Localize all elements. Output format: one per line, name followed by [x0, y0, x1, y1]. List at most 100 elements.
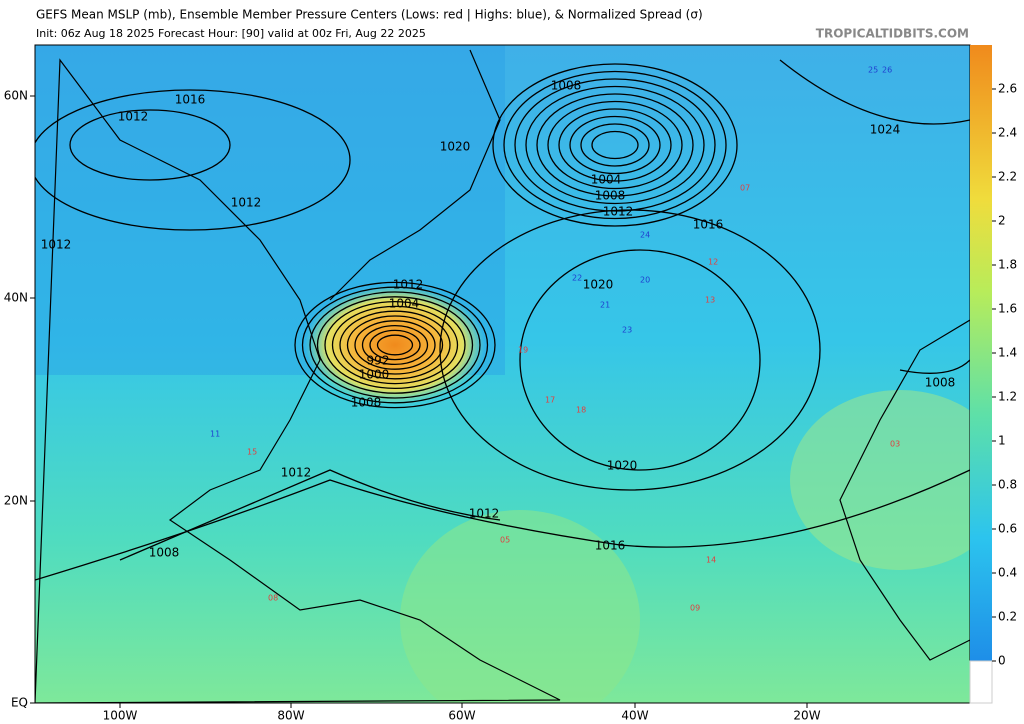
isobar-label: 1016 [693, 218, 724, 232]
isobar-label: 1020 [607, 459, 638, 473]
member-center: 08 [268, 594, 278, 603]
isobar [354, 320, 436, 370]
lon-label: 60W [448, 709, 475, 723]
colorbar [970, 45, 992, 661]
isobar-label: 1004 [591, 173, 622, 187]
isobar-label: 1020 [583, 278, 614, 292]
site-credit: TROPICALTIDBITS.COM [816, 27, 969, 41]
colorbar-tick-label: 1.2 [998, 390, 1017, 404]
isobar [503, 70, 727, 220]
spread-field [790, 390, 970, 570]
member-center: 13 [705, 296, 715, 305]
isobar [309, 291, 481, 399]
colorbar-tick-label: 2.4 [998, 126, 1017, 140]
spread-field [400, 510, 640, 703]
isobar [580, 123, 650, 167]
isobar-label: 1012 [281, 466, 312, 480]
colorbar-tick-label: 1.4 [998, 346, 1017, 360]
colorbar-tick-label: 0.8 [998, 478, 1017, 492]
isobar [519, 249, 761, 471]
isobar-label: 1012 [603, 205, 634, 219]
isobar-label: 1016 [595, 539, 626, 553]
colorbar-tick-label: 1.6 [998, 302, 1017, 316]
isobar-label: 1024 [870, 123, 901, 137]
isobar [591, 130, 639, 160]
colorbar-tick-label: 1.8 [998, 258, 1017, 272]
member-center: 12 [708, 258, 718, 267]
isobar-label: 1008 [925, 376, 956, 390]
isobar [316, 296, 474, 394]
member-center: 07 [740, 184, 750, 193]
spread-maximum [305, 285, 485, 405]
member-center: 18 [576, 406, 586, 415]
isobar-label: 1012 [393, 278, 424, 292]
isobar [569, 115, 661, 175]
colorbar-tick-label: 0.4 [998, 566, 1017, 580]
isobar [294, 281, 496, 409]
colorbar-tick-label: 1 [998, 434, 1006, 448]
member-center: 26 [882, 66, 892, 75]
isobar [779, 59, 970, 125]
colorbar-tick-label: 0.2 [998, 610, 1017, 624]
isobar [35, 89, 351, 231]
member-center: 20 [640, 276, 650, 285]
isobar-label: 1012 [469, 507, 500, 521]
isobar [324, 300, 466, 390]
isobar [69, 109, 231, 181]
isobar [558, 108, 672, 182]
colorbar-tick-label: 2.6 [998, 82, 1017, 96]
member-center: 11 [210, 430, 220, 439]
isobar [301, 286, 489, 404]
isobar-label: 1008 [351, 396, 382, 410]
colorbar-tick-label: 2.2 [998, 170, 1017, 184]
isobar-label: 992 [367, 354, 390, 368]
colorbar-tick-label: 0 [998, 654, 1006, 668]
lat-label: 40N [4, 291, 28, 305]
member-center: 15 [247, 448, 257, 457]
isobar [119, 469, 501, 561]
isobar-label: 1008 [149, 546, 180, 560]
lon-label: 40W [621, 709, 648, 723]
member-center: 14 [706, 556, 716, 565]
isobar-label: 1012 [231, 196, 262, 210]
isobar-label: 1020 [440, 140, 471, 154]
lon-label: 20W [793, 709, 820, 723]
map-title: GEFS Mean MSLP (mb), Ensemble Member Pre… [36, 8, 703, 22]
isobar [369, 329, 421, 361]
isobar [492, 63, 738, 227]
lon-label: 100W [103, 709, 138, 723]
member-center: 21 [600, 301, 610, 310]
isobar-label: 1016 [175, 93, 206, 107]
isobar [339, 310, 451, 380]
map-subtitle: Init: 06z Aug 18 2025 Forecast Hour: [90… [36, 27, 426, 40]
isobar [361, 324, 429, 366]
colorbar-zero [969, 660, 993, 704]
coastline [839, 319, 970, 661]
colorbar-tick-label: 0.6 [998, 522, 1017, 536]
isobar [346, 315, 444, 375]
map-axes: 60N 40N 20N EQ 100W 80W 60W 40W 20W [4, 89, 821, 723]
isobar [899, 359, 970, 374]
isobar-label: 1012 [41, 238, 72, 252]
lat-label: 20N [4, 494, 28, 508]
isobar-label: 1008 [551, 79, 582, 93]
isobar-label: 1008 [595, 189, 626, 203]
lon-label: 80W [277, 709, 304, 723]
isobar [525, 85, 705, 205]
isobar [35, 469, 970, 581]
member-center: 17 [545, 396, 555, 405]
member-center: 25 [868, 66, 878, 75]
colorbar-ticks: 0 0.2 0.4 0.6 0.8 1 1.2 1.4 1.6 1.8 2 2.2 2.4 2.6 [992, 82, 1017, 668]
member-center: 22 [572, 274, 582, 283]
colorbar-tick-label: 2 [998, 214, 1006, 228]
coastline [329, 49, 501, 301]
isobar [331, 305, 459, 385]
member-center: 09 [690, 604, 700, 613]
member-center: 05 [500, 536, 510, 545]
member-center: 19 [518, 346, 528, 355]
member-center: 03 [890, 440, 900, 449]
member-center: 24 [640, 231, 650, 240]
lat-label: 60N [4, 89, 28, 103]
lat-label: EQ [11, 696, 28, 710]
